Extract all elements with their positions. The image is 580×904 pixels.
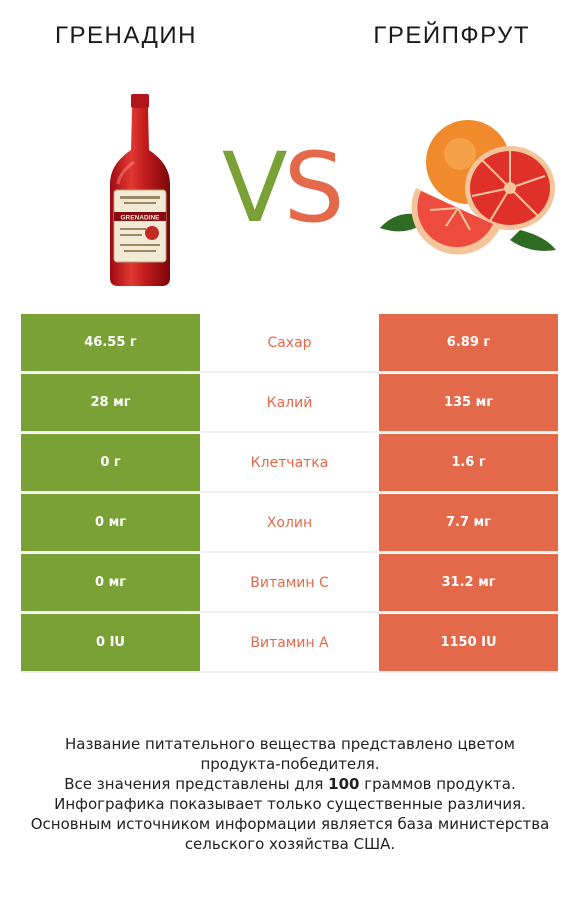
footer-bold-value: 100 bbox=[328, 775, 360, 793]
left-product-title: ГРЕНАДИН bbox=[55, 22, 197, 49]
left-value-cell: 0 IU bbox=[21, 614, 200, 671]
right-value-cell: 1.6 г bbox=[379, 434, 558, 491]
nutrient-name-cell: Калий bbox=[200, 374, 379, 432]
right-value-cell: 7.7 мг bbox=[379, 494, 558, 551]
grenadine-bottle-image: GRENADINE bbox=[110, 94, 170, 286]
grapefruit-image bbox=[380, 120, 556, 255]
nutrient-name-cell: Холин bbox=[200, 494, 379, 552]
table-row: 0 мг Витамин C 31.2 мг bbox=[21, 554, 558, 614]
nutrient-name-cell: Клетчатка bbox=[200, 434, 379, 492]
nutrient-comparison-table: 46.55 г Сахар 6.89 г 28 мг Калий 135 мг … bbox=[21, 314, 558, 674]
footer-text: Все значения представлены для bbox=[64, 775, 329, 793]
left-value-cell: 28 мг bbox=[21, 374, 200, 431]
table-row: 0 г Клетчатка 1.6 г bbox=[21, 434, 558, 494]
footer-text: граммов продукта. bbox=[359, 775, 516, 793]
left-value-cell: 0 мг bbox=[21, 494, 200, 551]
row-divider bbox=[21, 551, 558, 553]
footer-line: продукта-победителя. bbox=[200, 755, 380, 773]
nutrient-name-cell: Витамин A bbox=[200, 614, 379, 672]
nutrient-name-cell: Сахар bbox=[200, 314, 379, 372]
table-row: 0 IU Витамин A 1150 IU bbox=[21, 614, 558, 674]
footer-notes: Название питательного вещества представл… bbox=[20, 734, 560, 854]
footer-line: сельского хозяйства США. bbox=[184, 835, 396, 853]
row-divider bbox=[21, 491, 558, 493]
left-value-cell: 46.55 г bbox=[21, 314, 200, 371]
footer-line: Основным источником информации является … bbox=[30, 815, 550, 833]
row-divider bbox=[21, 431, 558, 433]
row-divider bbox=[21, 371, 558, 373]
right-value-cell: 31.2 мг bbox=[379, 554, 558, 611]
table-row: 46.55 г Сахар 6.89 г bbox=[21, 314, 558, 374]
nutrient-name-cell: Витамин C bbox=[200, 554, 379, 612]
row-divider bbox=[21, 671, 558, 673]
right-value-cell: 1150 IU bbox=[379, 614, 558, 671]
left-value-cell: 0 г bbox=[21, 434, 200, 491]
right-value-cell: 6.89 г bbox=[379, 314, 558, 371]
footer-line: Название питательного вещества представл… bbox=[65, 735, 515, 753]
footer-line: Все значения представлены для 100 граммо… bbox=[20, 774, 560, 794]
row-divider bbox=[21, 611, 558, 613]
versus-v: V bbox=[222, 132, 288, 244]
right-value-cell: 135 мг bbox=[379, 374, 558, 431]
table-row: 0 мг Холин 7.7 мг bbox=[21, 494, 558, 554]
bottle-label-text: GRENADINE bbox=[120, 215, 160, 222]
table-row: 28 мг Калий 135 мг bbox=[21, 374, 558, 434]
left-value-cell: 0 мг bbox=[21, 554, 200, 611]
versus-label: VS bbox=[222, 140, 345, 236]
right-product-title: ГРЕЙПФРУТ bbox=[373, 22, 530, 49]
footer-line: Инфографика показывает только существенн… bbox=[54, 795, 526, 813]
versus-s: S bbox=[283, 132, 345, 244]
